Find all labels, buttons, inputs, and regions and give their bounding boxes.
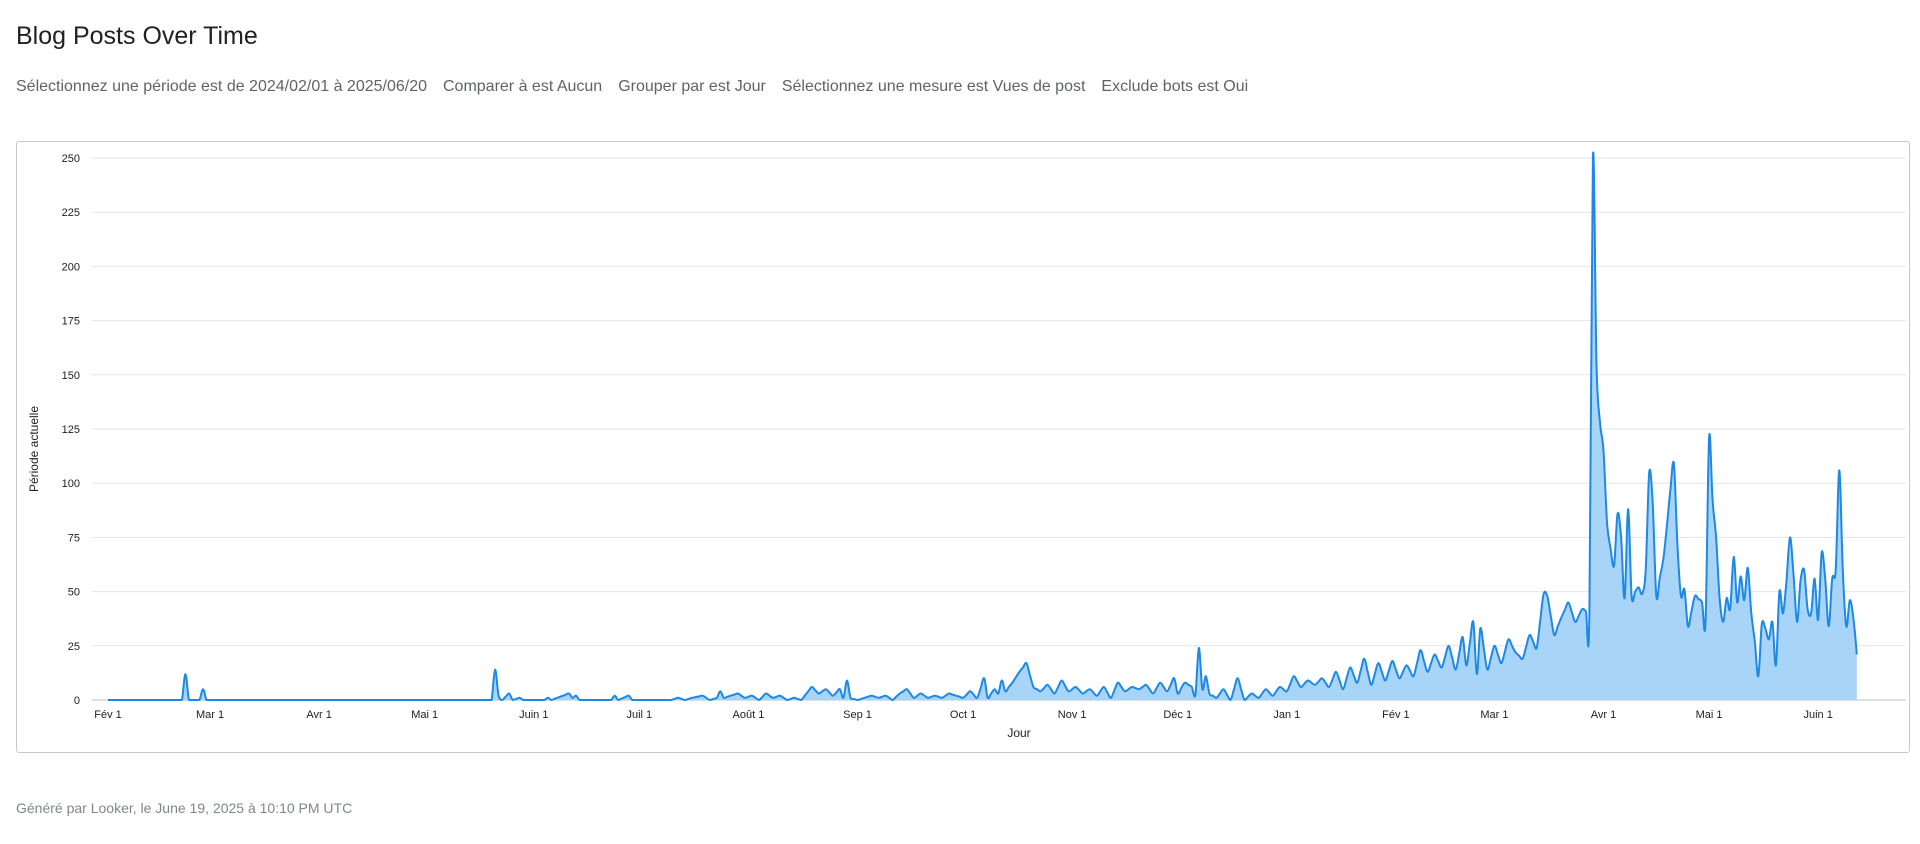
- x-tick-label: Déc 1: [1163, 709, 1192, 721]
- area-chart: 0 25 50 75 100 125 150 175 200 225 250 Fév 1 Mar 1 Av…: [27, 151, 1906, 740]
- page-title: Blog Posts Over Time: [16, 22, 258, 50]
- x-tick-label: Oct 1: [950, 709, 976, 721]
- y-tick-label: 25: [68, 641, 80, 653]
- y-tick-label: 150: [62, 370, 80, 382]
- y-tick-label: 50: [68, 587, 80, 599]
- x-axis-title: Jour: [1007, 726, 1030, 740]
- y-tick-label: 175: [62, 316, 80, 328]
- x-tick-label: Avr 1: [1591, 709, 1616, 721]
- y-tick-label: 225: [62, 207, 80, 219]
- filter-measure: Sélectionnez une mesure est Vues de post: [781, 78, 1086, 95]
- generated-footer: Généré par Looker, le June 19, 2025 à 10…: [16, 800, 353, 816]
- x-tick-label: Juin 1: [519, 709, 548, 721]
- chart-card: 0 25 50 75 100 125 150 175 200 225 250 Fév 1 Mar 1 Av…: [16, 141, 1910, 753]
- filter-period: Sélectionnez une période est de 2024/02/…: [16, 78, 427, 95]
- y-tick-label: 250: [62, 153, 80, 165]
- x-tick-label: Août 1: [733, 709, 765, 721]
- y-tick-label: 0: [74, 695, 80, 707]
- x-tick-label: Juil 1: [626, 709, 652, 721]
- series-area: [108, 152, 1857, 700]
- x-tick-label: Jan 1: [1273, 709, 1300, 721]
- series-line: [108, 151, 1858, 701]
- filter-exclude-bots: Exclude bots est Oui: [1101, 78, 1249, 95]
- x-tick-label: Nov 1: [1058, 709, 1087, 721]
- x-tick-label: Mar 1: [1480, 709, 1508, 721]
- x-tick-label: Mai 1: [1696, 709, 1723, 721]
- y-tick-label: 125: [62, 424, 80, 436]
- y-tick-label: 75: [68, 532, 80, 544]
- filter-summary: Sélectionnez une période est de 2024/02/…: [16, 78, 1248, 96]
- y-tick-label: 100: [62, 478, 80, 490]
- x-tick-label: Fév 1: [1382, 709, 1410, 721]
- filter-group-by: Grouper par est Jour: [618, 78, 766, 95]
- y-axis-title: Période actuelle: [27, 406, 41, 492]
- x-tick-label: Fév 1: [94, 709, 122, 721]
- y-tick-label: 200: [62, 261, 80, 273]
- x-tick-label: Juin 1: [1803, 709, 1832, 721]
- x-tick-label: Mar 1: [196, 709, 224, 721]
- x-tick-label: Mai 1: [411, 709, 438, 721]
- filter-compare: Comparer à est Aucun: [443, 78, 603, 95]
- x-tick-label: Sep 1: [843, 709, 872, 721]
- x-tick-label: Avr 1: [306, 709, 331, 721]
